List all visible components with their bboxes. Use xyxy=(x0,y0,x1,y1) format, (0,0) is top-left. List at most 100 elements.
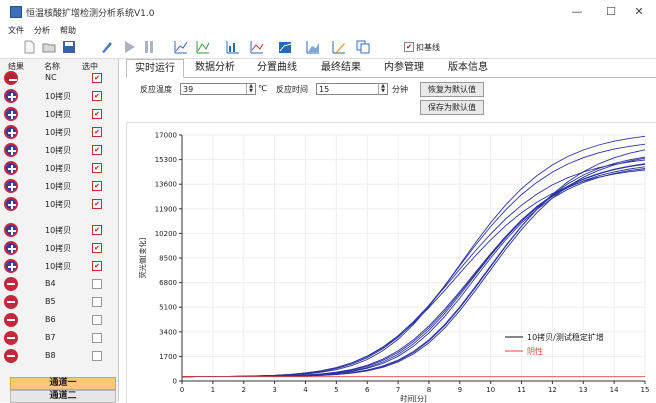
temp-label: 反应温度 xyxy=(140,85,172,94)
temp-input[interactable]: 39 ▲ ▼ xyxy=(180,83,256,95)
positive-result-icon xyxy=(4,223,18,237)
sample-row[interactable]: 10拷贝 ✔ xyxy=(0,141,118,159)
chart-edit-icon[interactable] xyxy=(332,40,346,54)
sample-row[interactable]: B6 xyxy=(0,311,118,329)
save-icon[interactable] xyxy=(62,40,76,54)
menu-analysis[interactable]: 分析 xyxy=(34,26,50,35)
y-tick-label: 15300 xyxy=(155,156,177,164)
sample-row[interactable]: NC ✔ xyxy=(0,69,118,87)
sample-row[interactable]: B4 xyxy=(0,275,118,293)
time-input[interactable]: 15 ▲ ▼ xyxy=(316,83,388,95)
negative-result-icon xyxy=(4,349,18,363)
positive-curve xyxy=(181,169,646,378)
sample-select-checkbox[interactable]: ✔ xyxy=(92,127,102,137)
maximize-button[interactable]: ☐ xyxy=(606,5,616,18)
positive-curve xyxy=(181,166,646,378)
sample-name: 10拷贝 xyxy=(45,164,72,173)
sample-row[interactable]: 10拷贝 ✔ xyxy=(0,123,118,141)
sample-select-checkbox[interactable]: ✔ xyxy=(92,109,102,119)
sample-select-checkbox[interactable]: ✔ xyxy=(92,91,102,101)
y-tick-label: 0 xyxy=(173,378,177,386)
play-icon[interactable] xyxy=(122,40,136,54)
sample-name: 10拷贝 xyxy=(45,244,72,253)
sample-row[interactable]: 10拷贝 ✔ xyxy=(0,87,118,105)
chart-line-icon[interactable] xyxy=(250,40,264,54)
positive-result-icon xyxy=(4,89,18,103)
chart-up-icon[interactable] xyxy=(174,40,188,54)
chart-svg: 0 1 2 3 4 5 6 7 8 9 10 11 12 13 14 15017003400510068008… xyxy=(138,132,650,403)
tab-version-info[interactable]: 版本信息 xyxy=(448,62,488,73)
close-button[interactable]: ✕ xyxy=(634,5,644,18)
new-file-icon[interactable] xyxy=(22,40,36,54)
x-tick-label: 2 xyxy=(241,386,245,394)
minimize-button[interactable]: — xyxy=(571,5,583,18)
chart-dual-icon[interactable] xyxy=(196,40,210,54)
sample-row[interactable]: 10拷贝 ✔ xyxy=(0,239,118,257)
chart-area-icon[interactable] xyxy=(306,40,320,54)
sample-select-checkbox[interactable] xyxy=(92,333,102,343)
sample-sidebar: 结果 名称 选中 NC ✔ 10拷贝 ✔ 10拷贝 ✔ 10拷贝 ✔ 10拷贝 ✔ 10拷贝 ✔ 10拷… xyxy=(0,59,119,403)
open-folder-icon[interactable] xyxy=(42,40,56,54)
x-tick-label: 15 xyxy=(641,386,650,394)
toolbar: ✔ 扣基线 xyxy=(0,38,656,59)
channel-2-button[interactable]: 通道二 xyxy=(10,390,116,403)
temp-value: 39 xyxy=(183,85,194,94)
sample-select-checkbox[interactable]: ✔ xyxy=(92,181,102,191)
sample-select-checkbox[interactable]: ✔ xyxy=(92,145,102,155)
sample-select-checkbox[interactable]: ✔ xyxy=(92,243,102,253)
channel-1-button[interactable]: 通道一 xyxy=(10,377,116,390)
sample-row[interactable]: 10拷贝 ✔ xyxy=(0,195,118,213)
brush-icon[interactable] xyxy=(100,40,114,54)
x-tick-label: 6 xyxy=(365,386,370,394)
sample-select-checkbox[interactable]: ✔ xyxy=(92,225,102,235)
temp-spinner-icon[interactable]: ▲ ▼ xyxy=(246,84,255,94)
app-logo-icon xyxy=(10,6,22,18)
tab-split-curve[interactable]: 分置曲线 xyxy=(257,62,297,73)
baseline-checkbox[interactable]: ✔ xyxy=(404,42,414,52)
chart-fill-icon[interactable] xyxy=(278,40,292,54)
menu-file[interactable]: 文件 xyxy=(8,26,24,35)
menu-help[interactable]: 帮助 xyxy=(60,26,76,35)
save-default-button[interactable]: 保存为默认值 xyxy=(420,100,484,115)
y-tick-label: 1700 xyxy=(159,353,177,361)
sample-row[interactable]: B8 xyxy=(0,347,118,365)
tab-data-analysis[interactable]: 数据分析 xyxy=(195,62,235,73)
sample-row[interactable]: B7 xyxy=(0,329,118,347)
sample-select-checkbox[interactable]: ✔ xyxy=(92,163,102,173)
positive-result-icon xyxy=(4,161,18,175)
x-tick-label: 13 xyxy=(579,386,588,394)
sample-select-checkbox[interactable]: ✔ xyxy=(92,261,102,271)
sample-row[interactable]: 10拷贝 ✔ xyxy=(0,221,118,239)
sample-row[interactable]: 10拷贝 ✔ xyxy=(0,177,118,195)
sample-name: 10拷贝 xyxy=(45,262,72,271)
pause-icon[interactable] xyxy=(142,40,156,54)
positive-result-icon xyxy=(4,107,18,121)
negative-result-icon xyxy=(4,295,18,309)
sample-select-checkbox[interactable] xyxy=(92,279,102,289)
sample-row[interactable]: 10拷贝 ✔ xyxy=(0,105,118,123)
sample-select-checkbox[interactable] xyxy=(92,315,102,325)
tab-bar: 实时运行 数据分析 分置曲线 最终结果 内参管理 版本信息 xyxy=(126,59,656,78)
time-value: 15 xyxy=(319,85,330,94)
chart-bars-icon[interactable] xyxy=(226,40,240,54)
sample-row[interactable]: 10拷贝 ✔ xyxy=(0,159,118,177)
time-spinner-icon[interactable]: ▲ ▼ xyxy=(378,84,387,94)
result-header: 结果 xyxy=(8,62,24,71)
sample-select-checkbox[interactable]: ✔ xyxy=(92,199,102,209)
sample-select-checkbox[interactable]: ✔ xyxy=(92,73,102,83)
sample-select-checkbox[interactable] xyxy=(92,351,102,361)
tab-realtime[interactable]: 实时运行 xyxy=(126,59,184,78)
copy-icon[interactable] xyxy=(356,40,370,54)
x-tick-label: 14 xyxy=(610,386,619,394)
window-title: 恒温核酸扩增检测分析系统V1.0 xyxy=(26,9,155,19)
positive-result-icon xyxy=(4,179,18,193)
sample-row[interactable]: B5 xyxy=(0,293,118,311)
sample-select-checkbox[interactable] xyxy=(92,297,102,307)
tab-internal-ref[interactable]: 内参管理 xyxy=(384,62,424,73)
tab-final-result[interactable]: 最终结果 xyxy=(321,62,361,73)
sample-row[interactable]: 10拷贝 ✔ xyxy=(0,257,118,275)
x-tick-label: 12 xyxy=(548,386,557,394)
restore-default-button[interactable]: 恢复为默认值 xyxy=(420,82,484,97)
positive-curve xyxy=(181,168,646,378)
x-tick-label: 5 xyxy=(334,386,338,394)
